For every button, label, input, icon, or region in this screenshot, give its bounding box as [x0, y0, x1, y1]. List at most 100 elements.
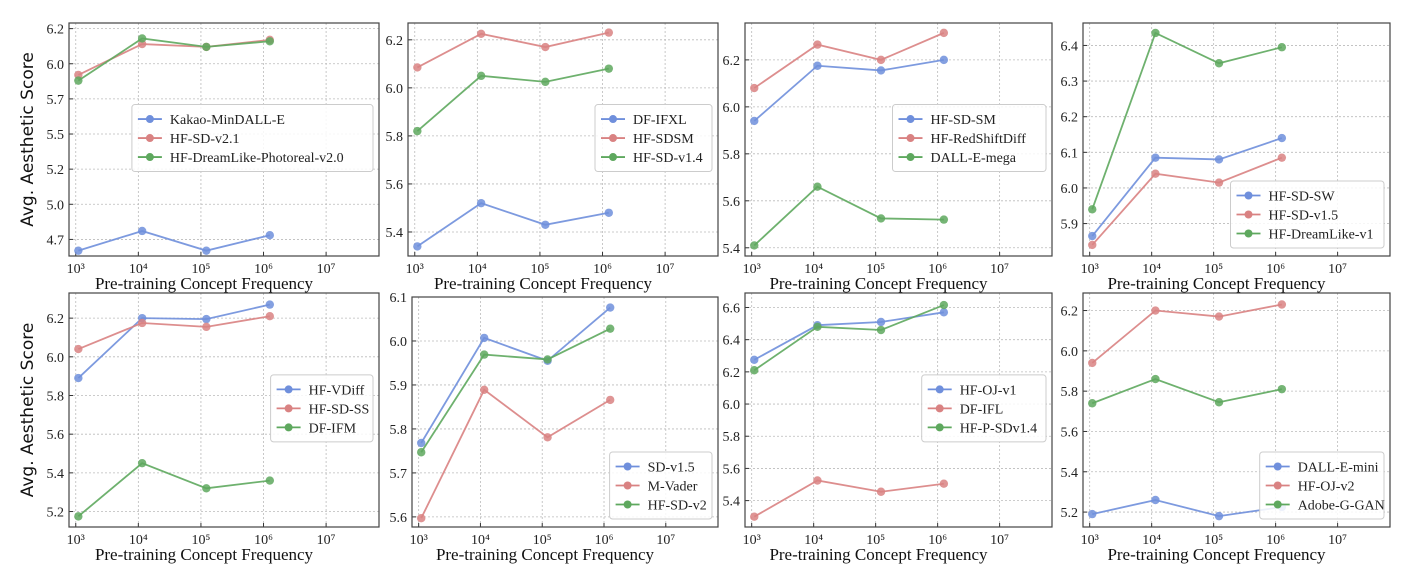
data-point-HF-P-SDv1.4 [813, 322, 822, 331]
data-point-M-Vader [417, 514, 426, 523]
data-point-HF-SDSM [476, 29, 486, 39]
y-tick-label: 5.0 [47, 198, 65, 213]
x-tick-label: 10⁴ [804, 262, 823, 277]
legend-label: DF-IFL [960, 402, 1004, 417]
legend-marker [623, 462, 632, 471]
legend-box [1259, 451, 1385, 520]
legend-marker [145, 153, 154, 162]
x-tick-label: 10³ [1081, 533, 1099, 548]
legend-marker [609, 134, 617, 143]
data-point-HF-SD-v2 [543, 355, 552, 364]
y-tick-label: 5.8 [723, 430, 741, 445]
y-tick-label: 5.8 [1061, 385, 1079, 400]
series-line-Kakao-MinDALL-E [78, 230, 271, 252]
x-axis-label: Pre-training Concept Frequency [434, 274, 653, 293]
data-point-SD-v1.5 [606, 303, 615, 312]
y-tick-label: 5.4 [386, 226, 404, 241]
x-tick-label: 10⁴ [129, 262, 148, 277]
y-tick-label: 5.9 [1061, 218, 1079, 233]
y-tick-label: 5.6 [47, 428, 65, 443]
data-point-HF-SD-SW [1088, 231, 1097, 241]
legend: HF-OJ-v1 DF-IFL HF-P-SDv1.4 [921, 374, 1047, 443]
legend-marker [623, 500, 632, 509]
legend-label: DF-IFXL [633, 113, 687, 128]
legend-marker [1244, 229, 1253, 238]
legend-box [594, 104, 713, 173]
data-point-HF-SD-v1.4 [541, 77, 550, 87]
y-tick-label: 6.0 [390, 335, 408, 350]
data-point-HF-DreamLike-Photoreal-v2.0 [74, 76, 83, 85]
series-line-HF-P-SDv1.4 [753, 304, 945, 371]
series-line-HF-DreamLike-v1 [1091, 31, 1283, 210]
data-point-HF-SD-v2 [606, 324, 615, 333]
axes-frame [1082, 22, 1391, 257]
y-tick-label: 5.8 [47, 389, 65, 404]
data-point-HF-RedShiftDiff [813, 40, 822, 49]
legend-marker [1273, 500, 1282, 509]
x-tick-label: 10³ [410, 533, 428, 548]
legend-label: HF-SD-v1.4 [633, 151, 703, 166]
legend-marker [935, 385, 944, 394]
data-point-HF-SD-SS [74, 344, 83, 354]
data-point-DF-IFL [750, 512, 759, 521]
x-tick-label: 10⁷ [990, 533, 1009, 548]
y-tick-label: 5.2 [47, 163, 65, 178]
y-tick-label: 6.0 [1061, 345, 1079, 360]
legend-label: HF-OJ-v1 [960, 383, 1017, 398]
x-tick-label: 10⁶ [254, 262, 273, 277]
data-point-Adobe-G-GAN [1151, 374, 1160, 384]
legend-label: HF-DreamLike-v1 [1269, 228, 1374, 243]
x-tick-label: 10³ [743, 262, 761, 277]
data-point-HF-RedShiftDiff [939, 28, 949, 38]
data-point-HF-OJ-v1 [939, 308, 949, 317]
y-tick-label: 6.2 [1061, 111, 1079, 126]
legend-label: DALL-E-mini [1298, 461, 1379, 476]
legend-label: HF-VDiff [309, 383, 365, 398]
y-tick-label: 5.4 [723, 242, 741, 257]
y-tick-label: 5.4 [1061, 466, 1079, 481]
y-axis-label: Avg. Aesthetic Score [18, 52, 38, 227]
data-point-M-Vader [606, 395, 615, 405]
data-point-HF-SDSM [604, 28, 614, 37]
data-point-DF-IFL [939, 479, 949, 488]
subplot-4: 10³ 10⁴ 10⁵ 10⁶ 10⁷ 5.9 6.0 6.1 6.2 6.3 6.4 Pre-tra… [1061, 22, 1391, 293]
data-point-Kakao-MinDALL-E [265, 231, 275, 240]
data-point-Kakao-MinDALL-E [202, 246, 211, 255]
legend: DALL-E-mini HF-OJ-v2 Adobe-G-GAN [1259, 451, 1385, 520]
y-tick-label: 6.2 [1061, 305, 1079, 320]
legend: Kakao-MinDALL-E HF-SD-v2.1 HF-DreamLike-Ph… [131, 104, 374, 173]
y-tick-label: 5.6 [390, 511, 408, 526]
x-tick-label: 10⁶ [1266, 533, 1285, 548]
series-line-DALL-E-mini [1092, 499, 1282, 518]
subplot-7: 10³ 10⁴ 10⁵ 10⁶ 10⁷ 5.4 5.6 5.8 6.0 6.2 6.4 6.6 Pre-… [723, 292, 1053, 564]
series-line-HF-SD-v2 [420, 327, 611, 453]
series-line-HF-SD-SW [1091, 137, 1283, 237]
y-axis-label: Avg. Aesthetic Score [18, 323, 38, 498]
axes-frame [744, 22, 1053, 257]
data-point-HF-DreamLike-Photoreal-v2.0 [265, 37, 275, 46]
legend-label: HF-SD-v2.1 [170, 132, 240, 147]
x-tick-label: 10³ [1081, 262, 1099, 277]
data-point-SD-v1.5 [479, 333, 489, 343]
y-tick-label: 6.1 [1061, 146, 1079, 161]
legend-label: HF-SD-SW [1269, 190, 1336, 205]
y-tick-label: 6.4 [1061, 39, 1079, 54]
x-tick-label: 10⁶ [595, 533, 614, 548]
x-tick-label: 10⁷ [990, 262, 1009, 277]
x-tick-label: 10³ [743, 533, 761, 548]
legend: SD-v1.5 M-Vader HF-SD-v2 [609, 451, 713, 520]
data-point-HF-SDSM [541, 42, 550, 52]
x-tick-label: 10⁷ [656, 533, 675, 548]
data-point-HF-OJ-v2 [1151, 306, 1160, 315]
data-point-HF-OJ-v2 [1214, 312, 1224, 321]
y-tick-label: 5.4 [723, 495, 741, 510]
data-point-DALL-E-mega [939, 215, 949, 224]
y-tick-label: 5.7 [390, 467, 408, 482]
legend: HF-VDiff HF-SD-SS DF-IFM [270, 374, 374, 443]
legend-label: M-Vader [648, 480, 698, 495]
data-point-HF-P-SDv1.4 [750, 366, 759, 375]
data-point-HF-SD-v2 [479, 350, 489, 359]
data-point-HF-SDSM [413, 63, 422, 72]
series-line-DF-IFXL [416, 202, 609, 248]
x-axis-label: Pre-training Concept Frequency [95, 545, 314, 564]
